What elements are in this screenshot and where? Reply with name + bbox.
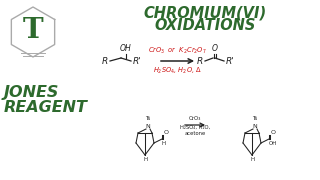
Text: $H_2SO_4$, $H_2O$, $\Delta$: $H_2SO_4$, $H_2O$, $\Delta$: [153, 66, 202, 76]
Text: R': R': [133, 57, 142, 66]
Text: O: O: [271, 130, 276, 135]
Text: H: H: [251, 157, 255, 162]
Text: CrO₃: CrO₃: [189, 116, 201, 121]
Text: Ts: Ts: [145, 116, 151, 121]
Text: R: R: [197, 57, 203, 66]
Text: O: O: [164, 130, 169, 135]
Text: R': R': [226, 57, 235, 66]
Text: REAGENT: REAGENT: [4, 100, 88, 115]
Text: O: O: [212, 44, 218, 53]
Text: H: H: [162, 141, 166, 146]
Text: H: H: [144, 157, 148, 162]
Text: N: N: [252, 125, 257, 129]
Text: $CrO_3$  or  $K_2Cr_2O_7$: $CrO_3$ or $K_2Cr_2O_7$: [148, 46, 206, 56]
Text: JONES: JONES: [4, 85, 60, 100]
Text: CHROMIUM(VI): CHROMIUM(VI): [143, 5, 267, 20]
Text: OH: OH: [120, 44, 132, 53]
Text: acetone: acetone: [184, 131, 206, 136]
Text: R: R: [102, 57, 108, 66]
Text: OXIDATIONS: OXIDATIONS: [154, 18, 256, 33]
Text: OH: OH: [269, 141, 277, 146]
Text: T: T: [23, 17, 43, 44]
Text: Ts: Ts: [252, 116, 258, 121]
Text: N: N: [146, 125, 150, 129]
Text: H₂SO₄, H₂O,: H₂SO₄, H₂O,: [180, 125, 210, 130]
